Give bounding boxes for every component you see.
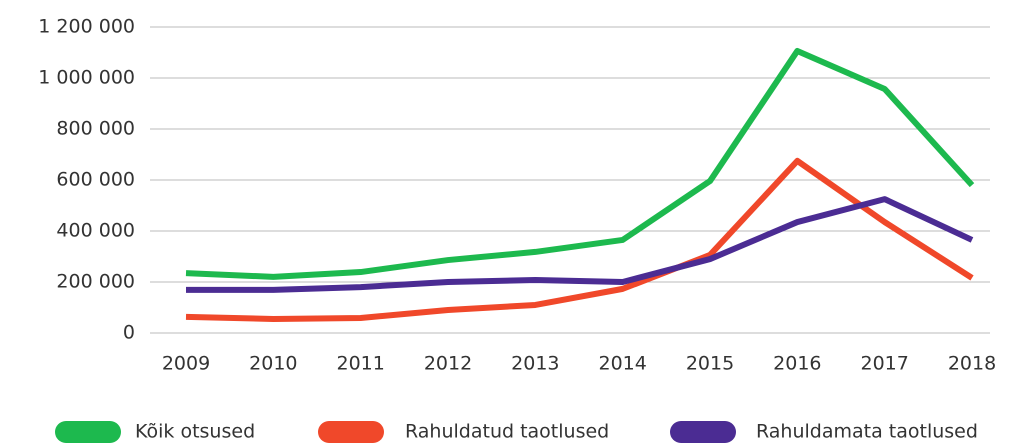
x-tick-label: 2011 [336,353,384,375]
y-tick-label: 600 000 [56,169,135,191]
series-line [185,157,974,322]
x-tick-label: 2017 [860,353,908,375]
x-tick-label: 2009 [162,353,210,375]
y-tick-label: 800 000 [56,118,135,140]
legend-label: Rahuldamata taotlused [756,421,978,443]
x-tick-label: 2018 [948,353,996,375]
x-tick-label: 2015 [686,353,734,375]
x-tick-label: 2010 [249,353,297,375]
legend-swatch [55,421,121,443]
y-tick-label: 400 000 [56,220,135,242]
y-tick-label: 200 000 [56,271,135,293]
x-tick-label: 2013 [511,353,559,375]
y-tick-label: 1 200 000 [38,16,135,38]
legend-label: Kõik otsused [135,421,255,443]
series-line [185,47,975,280]
x-tick-label: 2014 [598,353,646,375]
x-tick-label: 2016 [773,353,821,375]
x-tick-label: 2012 [424,353,472,375]
legend-label: Rahuldatud taotlused [405,421,609,443]
y-tick-label: 1 000 000 [38,67,135,89]
legend-swatch [670,421,736,443]
legend-swatch [318,421,384,443]
series-line [186,196,974,293]
y-tick-label: 0 [123,322,135,344]
